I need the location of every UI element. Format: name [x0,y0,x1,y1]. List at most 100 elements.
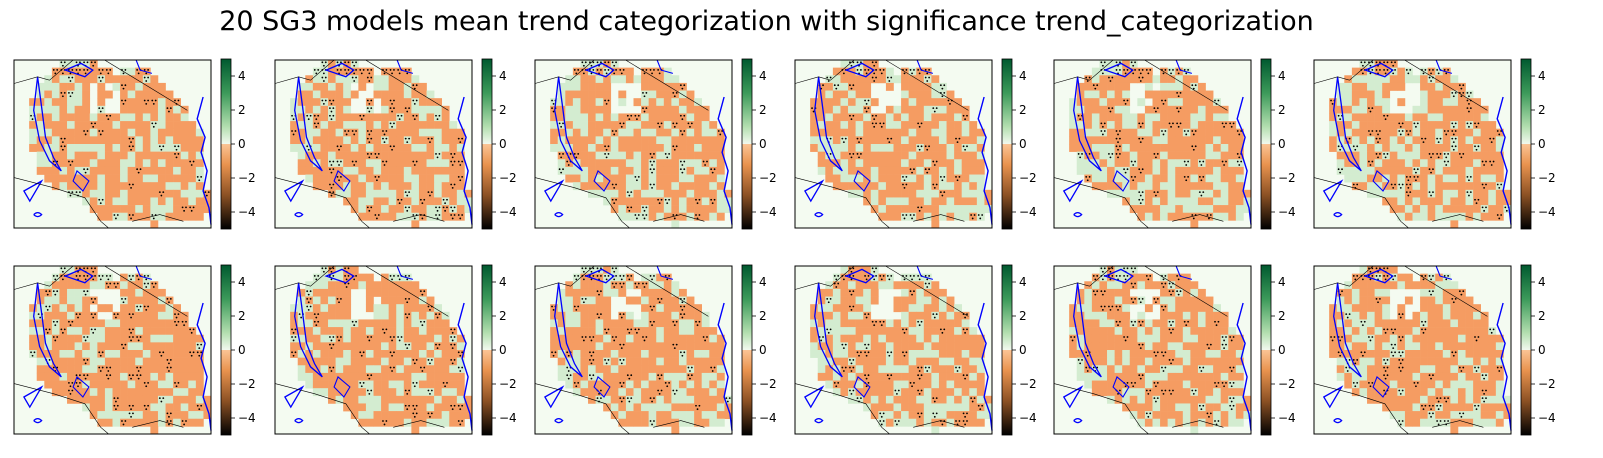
heatmap-cell [365,197,374,206]
heatmap-cell [863,82,872,91]
heatmap-cell [1442,90,1451,99]
heatmap-cell [1404,197,1413,206]
heatmap-cell [625,273,634,282]
heatmap-cell [373,136,382,145]
significance-dot [330,339,333,342]
significance-dot [444,209,446,212]
significance-dot [636,179,638,182]
significance-dot [864,99,866,102]
heatmap-cell [396,357,405,366]
colorbar-tick-label: −4 [1538,205,1556,219]
heatmap-cell [716,144,725,152]
heatmap-cell [1404,144,1413,152]
heatmap-cell [1336,136,1345,145]
significance-dot [430,389,433,392]
heatmap-cell [1220,166,1229,175]
heatmap-cell [135,189,144,198]
heatmap-cell [142,174,151,183]
heatmap-cell [381,75,389,84]
heatmap-cell [142,357,151,366]
heatmap-cell [1450,144,1459,152]
significance-dot [457,175,460,178]
heatmap-cell [82,197,91,206]
significance-dot [1481,160,1484,163]
heatmap-cell [305,380,314,389]
heatmap-cell [403,136,412,145]
significance-dot [330,164,333,166]
significance-dot [168,110,170,113]
heatmap-cell [173,304,181,313]
heatmap-cell [29,304,38,313]
heatmap-cell [388,357,397,366]
heatmap-cell [97,411,106,420]
heatmap-cell [976,128,985,137]
heatmap-cell [984,205,993,214]
significance-dot [174,320,176,323]
significance-dot [451,339,454,342]
heatmap-cell [365,113,374,122]
significance-dot [1086,179,1089,182]
heatmap-cell [381,159,389,168]
heatmap-cell [1137,136,1146,145]
heatmap-cell [449,205,458,214]
heatmap-cell [1359,136,1368,145]
heatmap-cell [701,136,710,145]
significance-dot [1468,95,1470,98]
significance-dot [1331,103,1334,105]
heatmap-cell [127,90,136,99]
heatmap-cell [1197,128,1206,137]
significance-dot [1443,160,1446,163]
heatmap-cell [976,197,985,206]
heatmap-cell [663,197,672,206]
significance-dot [45,328,48,331]
heatmap-cell [418,189,427,198]
heatmap-cell [870,205,879,214]
significance-dot [438,343,441,346]
significance-dot [366,76,369,79]
coastline [977,96,993,225]
heatmap-cell [350,75,359,84]
heatmap-cell [89,151,98,160]
heatmap-cell [82,144,91,152]
significance-dot [1447,130,1450,132]
heatmap-cell [396,334,405,343]
heatmap-cell [456,411,465,420]
significance-dot [90,267,93,270]
significance-dot [584,61,587,64]
significance-dot [461,160,464,163]
heatmap-cell [350,174,359,183]
heatmap-cell [157,121,166,130]
significance-dot [660,122,663,125]
heatmap-cell [120,311,128,320]
heatmap-cell [343,403,352,412]
significance-dot [322,72,325,75]
heatmap-cell [464,189,473,198]
colorbar-tick-label: 4 [1278,69,1286,83]
significance-dot [1481,206,1484,209]
significance-dot [977,214,980,216]
heatmap-cell [1336,128,1345,137]
heatmap-cell [350,197,359,206]
significance-dot [939,84,942,87]
heatmap-cell [320,319,329,328]
heatmap-cell [67,319,75,328]
heatmap-cell [1175,128,1184,137]
heatmap-cell [1107,90,1115,99]
heatmap-cell [373,311,382,320]
heatmap-cell [1435,144,1444,152]
heatmap-cell [916,197,925,206]
heatmap-cell [961,105,970,114]
heatmap-cell [855,159,864,168]
significance-dot [577,69,580,71]
significance-dot [175,156,178,159]
significance-dot [673,125,676,128]
heatmap-cell [1404,166,1413,175]
significance-dot [1240,160,1243,163]
colorbar-tick-label: 0 [499,343,507,357]
significance-dot [190,331,193,334]
heatmap-cell [188,350,197,358]
lake-outline [544,179,565,203]
heatmap-cell [709,151,718,160]
significance-dot [607,153,610,155]
colorbar-gradient [220,264,232,436]
